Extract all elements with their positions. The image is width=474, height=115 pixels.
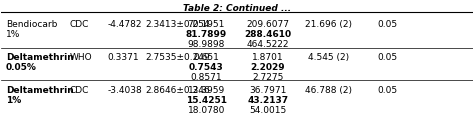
Text: CDC: CDC — [70, 86, 89, 95]
Text: 0.05: 0.05 — [378, 20, 398, 29]
Text: 2.3413±0.254: 2.3413±0.254 — [145, 20, 210, 29]
Text: 0.7543: 0.7543 — [189, 62, 224, 71]
Text: 46.788 (2): 46.788 (2) — [305, 86, 352, 95]
Text: 0.651: 0.651 — [193, 52, 219, 61]
Text: 288.4610: 288.4610 — [244, 30, 291, 39]
Text: 70.1951: 70.1951 — [188, 20, 225, 29]
Text: 464.5222: 464.5222 — [246, 40, 289, 49]
Text: 0.3371: 0.3371 — [108, 52, 139, 61]
Text: 1.8701: 1.8701 — [252, 52, 283, 61]
Text: WHO: WHO — [70, 52, 92, 61]
Text: 2.7275: 2.7275 — [252, 72, 283, 81]
Text: 4.545 (2): 4.545 (2) — [308, 52, 349, 61]
Text: -4.4782: -4.4782 — [108, 20, 142, 29]
Text: 1%: 1% — [6, 30, 20, 39]
Text: 54.0015: 54.0015 — [249, 105, 286, 114]
Text: 2.8646±0.346: 2.8646±0.346 — [145, 86, 210, 95]
Text: Bendiocarb: Bendiocarb — [6, 20, 57, 29]
Text: 15.4251: 15.4251 — [186, 95, 227, 104]
Text: 209.6077: 209.6077 — [246, 20, 289, 29]
Text: 36.7971: 36.7971 — [249, 86, 286, 95]
Text: Deltamethrin: Deltamethrin — [6, 52, 74, 61]
Text: 0.05%: 0.05% — [6, 62, 37, 71]
Text: -3.4038: -3.4038 — [108, 86, 142, 95]
Text: 18.0780: 18.0780 — [188, 105, 225, 114]
Text: 81.7899: 81.7899 — [186, 30, 227, 39]
Text: 12.3959: 12.3959 — [188, 86, 225, 95]
Text: 0.05: 0.05 — [378, 52, 398, 61]
Text: 43.2137: 43.2137 — [247, 95, 288, 104]
Text: CDC: CDC — [70, 20, 89, 29]
Text: 0.05: 0.05 — [378, 86, 398, 95]
Text: 0.8571: 0.8571 — [191, 72, 222, 81]
Text: 98.9898: 98.9898 — [188, 40, 225, 49]
Text: 21.696 (2): 21.696 (2) — [305, 20, 352, 29]
Text: 2.7535±0.249: 2.7535±0.249 — [145, 52, 210, 61]
Text: 1%: 1% — [6, 95, 21, 104]
Text: Table 2: Continued ...: Table 2: Continued ... — [183, 4, 291, 13]
Text: Deltamethrin: Deltamethrin — [6, 86, 74, 95]
Text: 2.2029: 2.2029 — [250, 62, 285, 71]
